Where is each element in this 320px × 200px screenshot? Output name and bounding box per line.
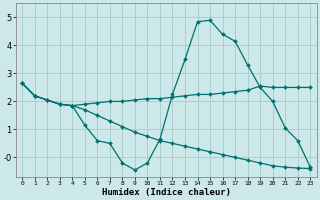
X-axis label: Humidex (Indice chaleur): Humidex (Indice chaleur) [102,188,231,197]
